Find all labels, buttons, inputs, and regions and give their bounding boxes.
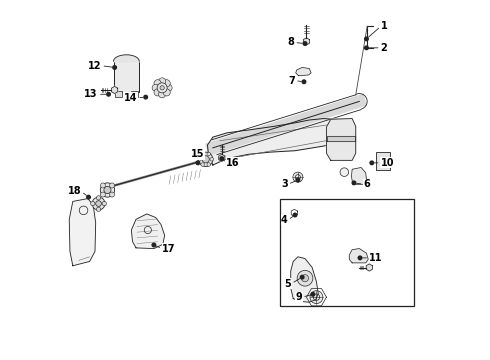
Circle shape [91,202,95,206]
Circle shape [163,80,170,87]
Circle shape [154,89,161,96]
Circle shape [201,163,204,166]
Circle shape [97,196,100,200]
Circle shape [352,181,356,185]
Text: 14: 14 [123,93,137,103]
Circle shape [196,161,199,165]
Text: 11: 11 [369,253,383,263]
Polygon shape [326,118,356,160]
Text: 3: 3 [281,179,288,189]
Polygon shape [366,264,372,271]
Circle shape [202,156,209,163]
Text: 1: 1 [381,21,388,31]
Circle shape [92,197,105,210]
Polygon shape [349,249,368,263]
Circle shape [110,183,115,188]
Text: 17: 17 [162,244,175,253]
Circle shape [152,243,156,247]
Text: 15: 15 [191,149,205,159]
Polygon shape [207,118,352,165]
Text: 5: 5 [285,279,292,289]
Circle shape [113,66,117,69]
Polygon shape [296,67,311,76]
Circle shape [96,201,101,206]
Polygon shape [219,154,225,161]
Circle shape [160,86,164,90]
Circle shape [340,168,348,176]
Circle shape [310,291,323,303]
Bar [376,152,390,170]
Circle shape [201,152,204,156]
Circle shape [152,84,159,91]
Text: 2: 2 [381,43,388,53]
Circle shape [104,186,111,194]
Circle shape [163,89,170,96]
Circle shape [100,183,115,197]
Bar [130,90,138,97]
Circle shape [198,152,213,166]
Text: 6: 6 [364,179,370,189]
Polygon shape [291,209,297,216]
Circle shape [293,213,297,217]
Circle shape [154,80,161,87]
Circle shape [300,275,304,279]
Text: 8: 8 [288,37,294,48]
Circle shape [144,95,147,99]
Polygon shape [351,167,367,184]
Text: 7: 7 [288,76,295,86]
Text: 18: 18 [68,186,81,197]
Polygon shape [327,136,355,141]
Polygon shape [291,257,318,302]
Bar [115,90,122,97]
Circle shape [365,37,368,41]
Text: 16: 16 [226,158,240,168]
Circle shape [102,202,106,206]
Circle shape [198,157,201,161]
Circle shape [296,178,300,182]
Circle shape [210,157,214,161]
Polygon shape [303,38,310,45]
Bar [280,199,414,306]
Circle shape [220,157,223,160]
Circle shape [100,192,105,197]
Circle shape [87,195,90,199]
Polygon shape [112,86,118,94]
Circle shape [297,270,313,286]
Text: 10: 10 [381,158,394,168]
Circle shape [207,163,211,166]
Circle shape [358,256,362,260]
Circle shape [365,46,368,50]
Text: 9: 9 [295,292,302,302]
Circle shape [110,192,115,197]
Text: 4: 4 [281,215,288,225]
Circle shape [157,83,167,93]
Polygon shape [131,214,165,249]
Circle shape [370,161,373,165]
Circle shape [100,183,105,188]
Circle shape [97,207,100,211]
Circle shape [165,84,172,91]
Polygon shape [69,199,96,266]
Text: 12: 12 [88,61,101,71]
Circle shape [293,172,303,182]
Bar [114,61,139,91]
Circle shape [311,293,315,296]
Text: 13: 13 [84,89,98,99]
Circle shape [107,93,110,96]
Circle shape [207,152,211,156]
Circle shape [159,91,166,98]
Circle shape [303,42,307,45]
Circle shape [159,78,166,85]
Circle shape [302,80,306,84]
Circle shape [301,275,309,282]
